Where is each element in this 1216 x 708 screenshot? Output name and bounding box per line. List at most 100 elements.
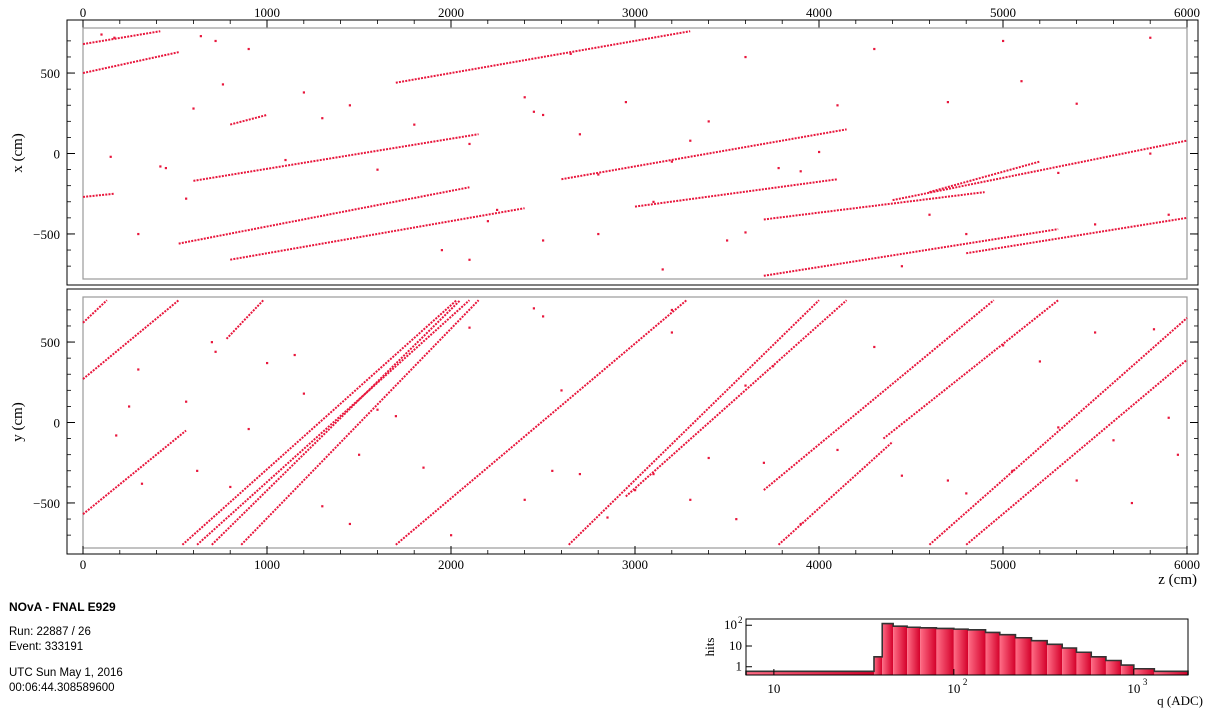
histogram-bin: [1105, 660, 1122, 675]
isolated-hit: [762, 461, 765, 464]
isolated-hit: [689, 498, 692, 501]
isolated-hit: [210, 341, 213, 344]
isolated-hit: [1152, 328, 1156, 331]
track-12: [966, 216, 1188, 255]
isolated-hit: [1075, 102, 1078, 105]
isolated-hit: [229, 485, 232, 489]
isolated-hit: [115, 434, 118, 437]
track-3: [225, 299, 265, 340]
isolated-hit: [192, 107, 195, 110]
track-7: [230, 207, 525, 261]
isolated-hit: [1167, 213, 1170, 216]
histogram-outline: [745, 622, 1189, 675]
experiment-title: NOvA - FNAL E929: [9, 600, 116, 614]
track-13: [928, 317, 1188, 546]
isolated-hit: [221, 83, 225, 86]
isolated-hit: [542, 315, 545, 318]
isolated-hit: [140, 482, 144, 485]
histogram-bin: [968, 629, 986, 675]
track-8: [561, 128, 847, 181]
isolated-hit: [128, 405, 131, 408]
bottom-axis-tick-label: 1000: [254, 557, 280, 572]
isolated-hit: [652, 200, 655, 203]
isolated-hit: [1094, 223, 1097, 226]
isolated-hit: [1149, 152, 1152, 155]
top-axis-tick-label: 1000: [254, 5, 280, 20]
histogram-bin: [1121, 665, 1134, 675]
isolated-hit: [542, 113, 545, 117]
event-time: 00:06:44.308589600: [9, 682, 115, 694]
isolated-hit: [1038, 360, 1041, 363]
track-2: [82, 429, 187, 515]
histogram-bin: [873, 656, 883, 675]
isolated-hit: [1094, 331, 1097, 334]
bottom-axis-tick-label: 5000: [990, 557, 1016, 572]
xz-detector-frame: [82, 27, 1188, 280]
y-axis-tick-label: 0: [54, 416, 61, 431]
hist-x-tick-exponent: 3: [1143, 677, 1148, 687]
bottom-axis-tick-label: 0: [80, 557, 87, 572]
isolated-hit: [597, 173, 600, 176]
isolated-hit: [928, 213, 931, 216]
track-11: [763, 228, 1059, 277]
isolated-hit: [532, 307, 535, 310]
isolated-hit: [293, 353, 296, 357]
event-date: UTC Sun May 1, 2016: [9, 667, 123, 679]
hist-x-tick-exponent: 2: [963, 677, 968, 687]
track-8: [395, 299, 688, 546]
hist-y-tick-label: 10: [724, 617, 737, 632]
isolated-hit: [302, 91, 305, 94]
track-11: [763, 299, 995, 491]
isolated-hit: [946, 101, 949, 104]
isolated-hit: [113, 36, 116, 39]
isolated-hit: [247, 427, 250, 431]
isolated-hit: [532, 110, 535, 113]
histogram-bin: [1076, 652, 1092, 675]
isolated-hit: [744, 231, 747, 234]
track-2: [82, 192, 115, 198]
hist-x-tick-label: 10: [767, 681, 780, 696]
isolated-hit: [542, 239, 545, 242]
isolated-hit: [560, 389, 563, 392]
isolated-hit: [946, 479, 949, 482]
isolated-hit: [873, 345, 876, 349]
hist-y-tick-label: 10: [729, 638, 742, 653]
event-number: Event: 333191: [9, 641, 84, 653]
isolated-hit: [1020, 80, 1023, 83]
yz-detector-frame: [82, 296, 1188, 549]
isolated-hit: [1112, 439, 1115, 442]
isolated-hit: [321, 505, 324, 508]
y-axis-tick-label: −500: [33, 496, 60, 511]
y-axis-tick-label: 0: [54, 147, 61, 162]
isolated-hit: [523, 96, 526, 99]
histogram-bin: [1133, 668, 1155, 675]
histogram-y-label: hits: [702, 638, 717, 657]
isolated-hit: [670, 308, 673, 312]
isolated-hit: [468, 258, 471, 261]
isolated-hit: [284, 158, 287, 162]
yz-y-axis: 500 0 −500: [33, 309, 1198, 536]
top-axis-tick-label: 2000: [438, 5, 464, 20]
isolated-hit: [735, 518, 738, 521]
histogram-x-label: q (ADC): [1157, 693, 1203, 708]
isolated-hit: [214, 39, 217, 43]
histogram-bin: [1031, 640, 1048, 675]
isolated-hit: [652, 472, 655, 476]
isolated-hit: [634, 489, 637, 492]
isolated-hit: [1002, 39, 1005, 43]
bottom-axis-tick-label: 2000: [438, 557, 464, 572]
track-10: [625, 299, 848, 498]
isolated-hit: [670, 331, 673, 334]
track-0: [82, 30, 161, 46]
isolated-hit: [348, 104, 351, 107]
isolated-hit: [1011, 469, 1014, 472]
isolated-hit: [1167, 416, 1170, 419]
histogram-bin: [1091, 656, 1106, 675]
histogram-frame: [745, 618, 1189, 676]
track-14: [965, 358, 1188, 546]
isolated-hit: [196, 469, 199, 472]
isolated-hit: [900, 265, 903, 268]
xz-hits: [82, 30, 1188, 277]
